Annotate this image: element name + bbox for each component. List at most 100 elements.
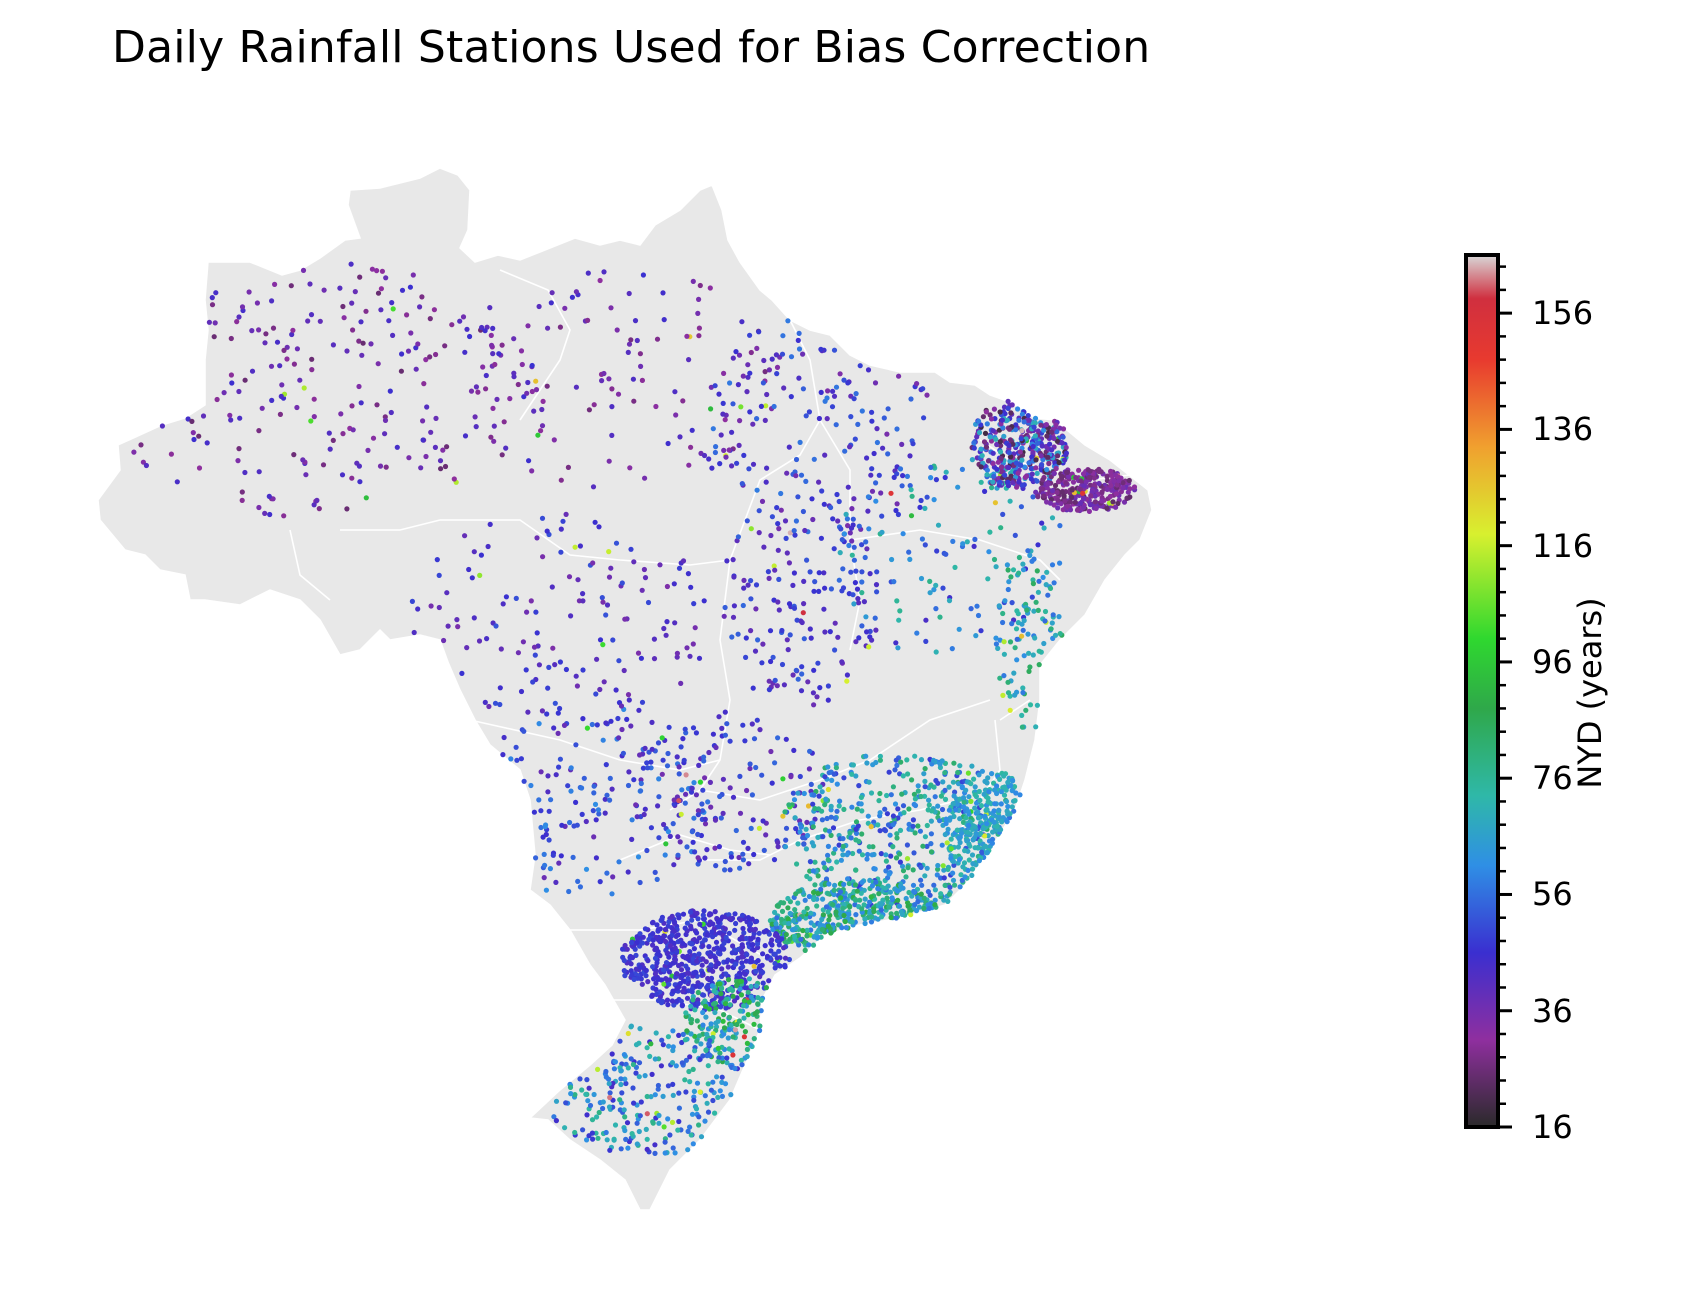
station-marker xyxy=(606,1081,612,1087)
station-marker xyxy=(595,1135,601,1141)
station-marker xyxy=(726,1027,733,1033)
station-marker xyxy=(1062,457,1068,463)
station-marker xyxy=(725,964,731,970)
station-marker xyxy=(539,406,545,413)
station-marker xyxy=(566,574,573,580)
station-marker xyxy=(344,348,350,354)
station-marker xyxy=(879,513,885,519)
station-marker xyxy=(812,805,818,812)
station-marker xyxy=(807,876,813,882)
station-marker xyxy=(717,1088,723,1094)
station-marker xyxy=(595,807,602,813)
station-marker xyxy=(1039,443,1045,449)
station-marker xyxy=(788,354,795,360)
station-marker xyxy=(747,370,753,376)
station-marker xyxy=(649,746,655,752)
station-marker xyxy=(738,1057,745,1063)
station-marker xyxy=(799,664,805,670)
station-marker xyxy=(810,801,816,807)
station-marker xyxy=(856,523,862,529)
station-marker xyxy=(736,442,742,448)
station-marker xyxy=(1036,662,1042,668)
station-marker xyxy=(539,515,546,521)
station-marker xyxy=(862,554,868,561)
station-marker xyxy=(526,458,532,464)
station-marker xyxy=(693,983,699,989)
station-marker xyxy=(600,1099,606,1105)
station-marker xyxy=(833,765,840,771)
station-marker xyxy=(1053,422,1059,428)
station-marker xyxy=(806,766,813,772)
station-marker xyxy=(959,466,966,472)
station-marker xyxy=(1020,567,1027,573)
station-marker xyxy=(356,338,362,344)
station-marker xyxy=(669,1119,676,1125)
station-marker xyxy=(1029,471,1035,477)
station-marker xyxy=(972,805,978,811)
station-marker xyxy=(871,450,877,457)
station-marker xyxy=(791,570,798,576)
station-marker xyxy=(577,1076,583,1082)
station-marker xyxy=(653,980,659,986)
station-marker xyxy=(577,543,584,549)
station-marker xyxy=(932,897,938,903)
station-marker xyxy=(836,842,842,848)
station-marker xyxy=(685,966,691,972)
station-marker xyxy=(710,426,716,432)
station-marker xyxy=(894,835,900,841)
station-marker xyxy=(1050,612,1056,618)
station-marker xyxy=(702,937,708,943)
station-marker xyxy=(1054,429,1060,435)
station-marker xyxy=(632,318,639,324)
station-marker xyxy=(545,685,551,691)
station-marker xyxy=(755,1001,761,1007)
station-marker xyxy=(940,779,946,785)
station-marker xyxy=(987,434,993,440)
station-marker xyxy=(710,1079,716,1085)
station-marker xyxy=(703,1003,709,1010)
station-marker xyxy=(922,542,928,548)
station-marker xyxy=(698,1041,704,1047)
station-marker xyxy=(859,590,865,596)
station-marker xyxy=(772,960,778,967)
station-marker xyxy=(737,418,743,424)
station-marker xyxy=(883,858,890,864)
station-marker xyxy=(853,391,859,397)
station-marker xyxy=(662,852,668,858)
station-marker xyxy=(856,600,862,606)
station-marker xyxy=(755,958,761,964)
station-marker xyxy=(918,575,925,582)
station-marker xyxy=(655,998,662,1004)
station-marker xyxy=(844,516,851,522)
station-marker xyxy=(641,811,647,818)
station-marker xyxy=(604,1137,610,1143)
station-marker xyxy=(739,481,745,487)
station-marker xyxy=(540,398,546,404)
station-marker xyxy=(1007,707,1013,713)
station-marker xyxy=(951,862,957,868)
station-marker xyxy=(138,442,144,448)
station-marker xyxy=(407,284,413,290)
station-marker xyxy=(981,791,987,797)
station-marker xyxy=(634,814,640,820)
station-marker xyxy=(760,380,767,386)
station-marker xyxy=(642,745,648,752)
station-marker xyxy=(724,959,730,965)
station-marker xyxy=(888,490,894,496)
station-marker xyxy=(819,789,825,795)
station-marker xyxy=(1009,804,1015,810)
station-marker xyxy=(811,889,817,896)
station-marker xyxy=(919,536,926,542)
station-marker xyxy=(965,867,971,874)
station-marker xyxy=(563,511,569,517)
station-marker xyxy=(846,542,852,549)
station-marker xyxy=(686,462,692,468)
station-marker xyxy=(748,628,754,634)
station-marker xyxy=(690,278,696,284)
station-marker xyxy=(583,818,589,825)
station-marker xyxy=(1042,608,1049,615)
station-marker xyxy=(529,362,535,369)
station-marker xyxy=(633,802,639,808)
station-marker xyxy=(269,397,275,403)
station-marker xyxy=(672,1150,678,1156)
